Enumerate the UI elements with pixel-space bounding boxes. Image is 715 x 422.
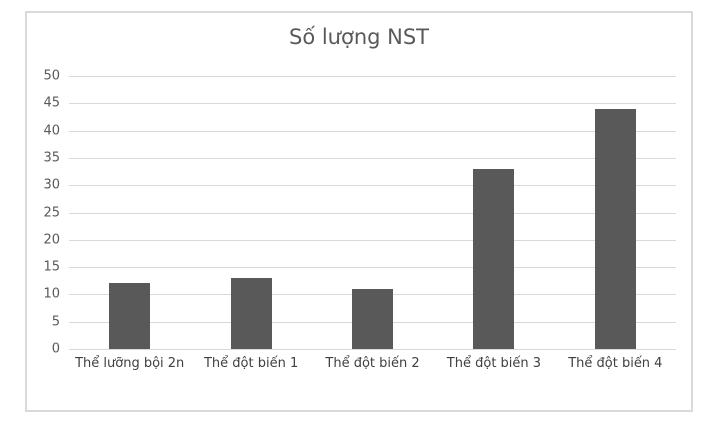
- x-axis-labels: Thể lưỡng bội 2n Thể đột biến 1 Thể đột bi…: [69, 356, 676, 373]
- bar-1: [109, 283, 151, 349]
- chart-frame: Số lượng NST 0 5 10 15 20 25 30 35 40 45 50 Thể lưỡ…: [25, 11, 693, 412]
- bar-4: [473, 168, 515, 349]
- y-axis-tick-label: 10: [43, 286, 60, 302]
- y-axis-tick-label: 35: [43, 150, 60, 166]
- x-category-label-2: Thể đột biến 1: [203, 356, 299, 371]
- gridline-y-35: [69, 157, 676, 159]
- x-category-label-1: Thể lưỡng bội 2n: [75, 356, 185, 371]
- gridline-y-0: [69, 349, 676, 350]
- gridline-y-25: [69, 212, 676, 214]
- y-axis-tick-label: 40: [43, 123, 60, 139]
- gridline-y-15: [69, 267, 676, 269]
- gridline-y-30: [69, 185, 676, 187]
- y-axis-tick-label: 0: [51, 341, 60, 357]
- y-axis-tick-label: 45: [43, 95, 60, 111]
- gridline-y-50: [69, 76, 676, 77]
- bar-5: [594, 108, 636, 349]
- y-axis-tick-label: 30: [43, 177, 60, 193]
- x-category-label-4: Thể đột biến 3: [446, 356, 542, 371]
- x-category-label-5: Thể đột biến 4: [568, 356, 663, 371]
- y-axis-tick-label: 5: [51, 314, 60, 330]
- plot-area: 0 5 10 15 20 25 30 35 40 45 50 Thể lưỡng bội 2n Thể …: [43, 69, 676, 371]
- gridline-y-45: [69, 103, 676, 105]
- y-axis-tick-label: 20: [43, 232, 60, 248]
- y-axis-tick-label: 25: [43, 205, 60, 220]
- gridline-y-40: [69, 130, 676, 132]
- chart-title: Số lượng NST: [288, 25, 430, 49]
- y-axis-tick-label: 50: [43, 68, 60, 84]
- gridline-y-20: [69, 239, 676, 241]
- x-category-label-3: Thể đột biến 2: [325, 356, 420, 371]
- bar-3: [352, 288, 393, 349]
- y-axis-tick-label: 15: [43, 259, 60, 275]
- bar-2: [230, 278, 272, 349]
